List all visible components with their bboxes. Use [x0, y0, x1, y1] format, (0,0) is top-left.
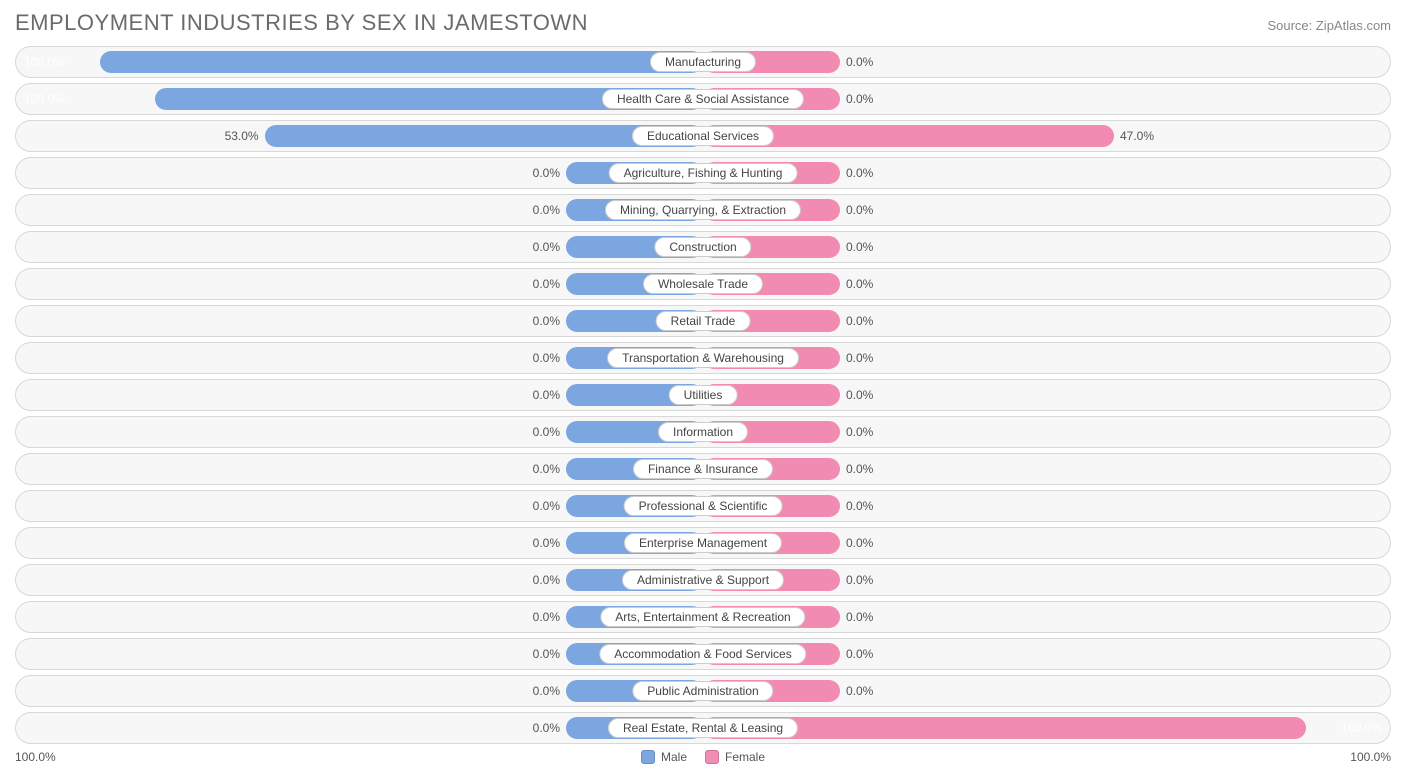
- female-pct-label: 100.0%: [1341, 721, 1382, 735]
- female-pct-label: 0.0%: [846, 573, 873, 587]
- legend-swatch-male: [641, 750, 655, 764]
- female-pct-label: 0.0%: [846, 425, 873, 439]
- legend-label-male: Male: [661, 750, 687, 764]
- female-pct-label: 0.0%: [846, 351, 873, 365]
- category-label: Professional & Scientific: [624, 496, 783, 516]
- category-label: Public Administration: [632, 681, 773, 701]
- chart-row: 0.0% 0.0% Information: [15, 416, 1391, 448]
- chart-area: 100.0% 0.0% Manufacturing 100.0% 0.0% Health …: [15, 46, 1391, 744]
- chart-row: 0.0% 0.0% Transportation & Warehousing: [15, 342, 1391, 374]
- category-label: Educational Services: [632, 126, 774, 146]
- male-pct-label: 0.0%: [533, 610, 560, 624]
- chart-footer: 100.0% Male Female 100.0%: [15, 750, 1391, 764]
- female-pct-label: 0.0%: [846, 314, 873, 328]
- male-pct-label: 0.0%: [533, 166, 560, 180]
- category-label: Finance & Insurance: [633, 459, 773, 479]
- category-label: Utilities: [669, 385, 738, 405]
- male-pct-label: 0.0%: [533, 388, 560, 402]
- male-bar: [100, 51, 703, 73]
- legend-item-male: Male: [641, 750, 687, 764]
- chart-row: 0.0% 0.0% Public Administration: [15, 675, 1391, 707]
- legend-item-female: Female: [705, 750, 765, 764]
- category-label: Arts, Entertainment & Recreation: [600, 607, 805, 627]
- chart-source: Source: ZipAtlas.com: [1267, 18, 1391, 33]
- male-pct-label: 100.0%: [24, 55, 65, 69]
- category-label: Health Care & Social Assistance: [602, 89, 804, 109]
- chart-row: 0.0% 0.0% Wholesale Trade: [15, 268, 1391, 300]
- chart-row: 100.0% 0.0% Health Care & Social Assistanc…: [15, 83, 1391, 115]
- female-pct-label: 0.0%: [846, 462, 873, 476]
- chart-row: 0.0% 0.0% Utilities: [15, 379, 1391, 411]
- category-label: Mining, Quarrying, & Extraction: [605, 200, 801, 220]
- male-pct-label: 53.0%: [225, 129, 259, 143]
- female-pct-label: 0.0%: [846, 240, 873, 254]
- female-pct-label: 47.0%: [1120, 129, 1154, 143]
- chart-row: 0.0% 100.0% Real Estate, Rental & Leasing: [15, 712, 1391, 744]
- male-pct-label: 0.0%: [533, 721, 560, 735]
- chart-header: EMPLOYMENT INDUSTRIES BY SEX IN JAMESTOW…: [15, 10, 1391, 36]
- female-pct-label: 0.0%: [846, 647, 873, 661]
- chart-row: 0.0% 0.0% Administrative & Support: [15, 564, 1391, 596]
- axis-right-label: 100.0%: [1350, 750, 1391, 764]
- category-label: Transportation & Warehousing: [607, 348, 799, 368]
- category-label: Wholesale Trade: [643, 274, 763, 294]
- category-label: Information: [658, 422, 748, 442]
- male-pct-label: 0.0%: [533, 203, 560, 217]
- chart-row: 100.0% 0.0% Manufacturing: [15, 46, 1391, 78]
- legend: Male Female: [641, 750, 765, 764]
- category-label: Agriculture, Fishing & Hunting: [609, 163, 798, 183]
- male-pct-label: 0.0%: [533, 647, 560, 661]
- chart-row: 0.0% 0.0% Finance & Insurance: [15, 453, 1391, 485]
- chart-row: 0.0% 0.0% Construction: [15, 231, 1391, 263]
- chart-row: 0.0% 0.0% Enterprise Management: [15, 527, 1391, 559]
- female-pct-label: 0.0%: [846, 203, 873, 217]
- male-pct-label: 100.0%: [24, 92, 65, 106]
- male-pct-label: 0.0%: [533, 240, 560, 254]
- category-label: Enterprise Management: [624, 533, 782, 553]
- category-label: Retail Trade: [656, 311, 751, 331]
- chart-row: 0.0% 0.0% Arts, Entertainment & Recreation: [15, 601, 1391, 633]
- axis-left-label: 100.0%: [15, 750, 56, 764]
- male-pct-label: 0.0%: [533, 573, 560, 587]
- male-pct-label: 0.0%: [533, 425, 560, 439]
- male-pct-label: 0.0%: [533, 684, 560, 698]
- chart-title: EMPLOYMENT INDUSTRIES BY SEX IN JAMESTOW…: [15, 10, 588, 36]
- male-pct-label: 0.0%: [533, 462, 560, 476]
- female-pct-label: 0.0%: [846, 684, 873, 698]
- legend-label-female: Female: [725, 750, 765, 764]
- male-pct-label: 0.0%: [533, 499, 560, 513]
- category-label: Real Estate, Rental & Leasing: [608, 718, 798, 738]
- female-pct-label: 0.0%: [846, 388, 873, 402]
- female-pct-label: 0.0%: [846, 536, 873, 550]
- category-label: Construction: [654, 237, 751, 257]
- male-pct-label: 0.0%: [533, 277, 560, 291]
- chart-row: 0.0% 0.0% Retail Trade: [15, 305, 1391, 337]
- female-pct-label: 0.0%: [846, 277, 873, 291]
- chart-row: 53.0% 47.0% Educational Services: [15, 120, 1391, 152]
- male-pct-label: 0.0%: [533, 314, 560, 328]
- chart-row: 0.0% 0.0% Accommodation & Food Services: [15, 638, 1391, 670]
- female-pct-label: 0.0%: [846, 166, 873, 180]
- male-pct-label: 0.0%: [533, 351, 560, 365]
- chart-row: 0.0% 0.0% Professional & Scientific: [15, 490, 1391, 522]
- female-pct-label: 0.0%: [846, 610, 873, 624]
- category-label: Administrative & Support: [622, 570, 784, 590]
- legend-swatch-female: [705, 750, 719, 764]
- female-pct-label: 0.0%: [846, 92, 873, 106]
- category-label: Manufacturing: [650, 52, 756, 72]
- chart-row: 0.0% 0.0% Agriculture, Fishing & Hunting: [15, 157, 1391, 189]
- category-label: Accommodation & Food Services: [599, 644, 806, 664]
- female-pct-label: 0.0%: [846, 499, 873, 513]
- male-pct-label: 0.0%: [533, 536, 560, 550]
- chart-row: 0.0% 0.0% Mining, Quarrying, & Extraction: [15, 194, 1391, 226]
- female-pct-label: 0.0%: [846, 55, 873, 69]
